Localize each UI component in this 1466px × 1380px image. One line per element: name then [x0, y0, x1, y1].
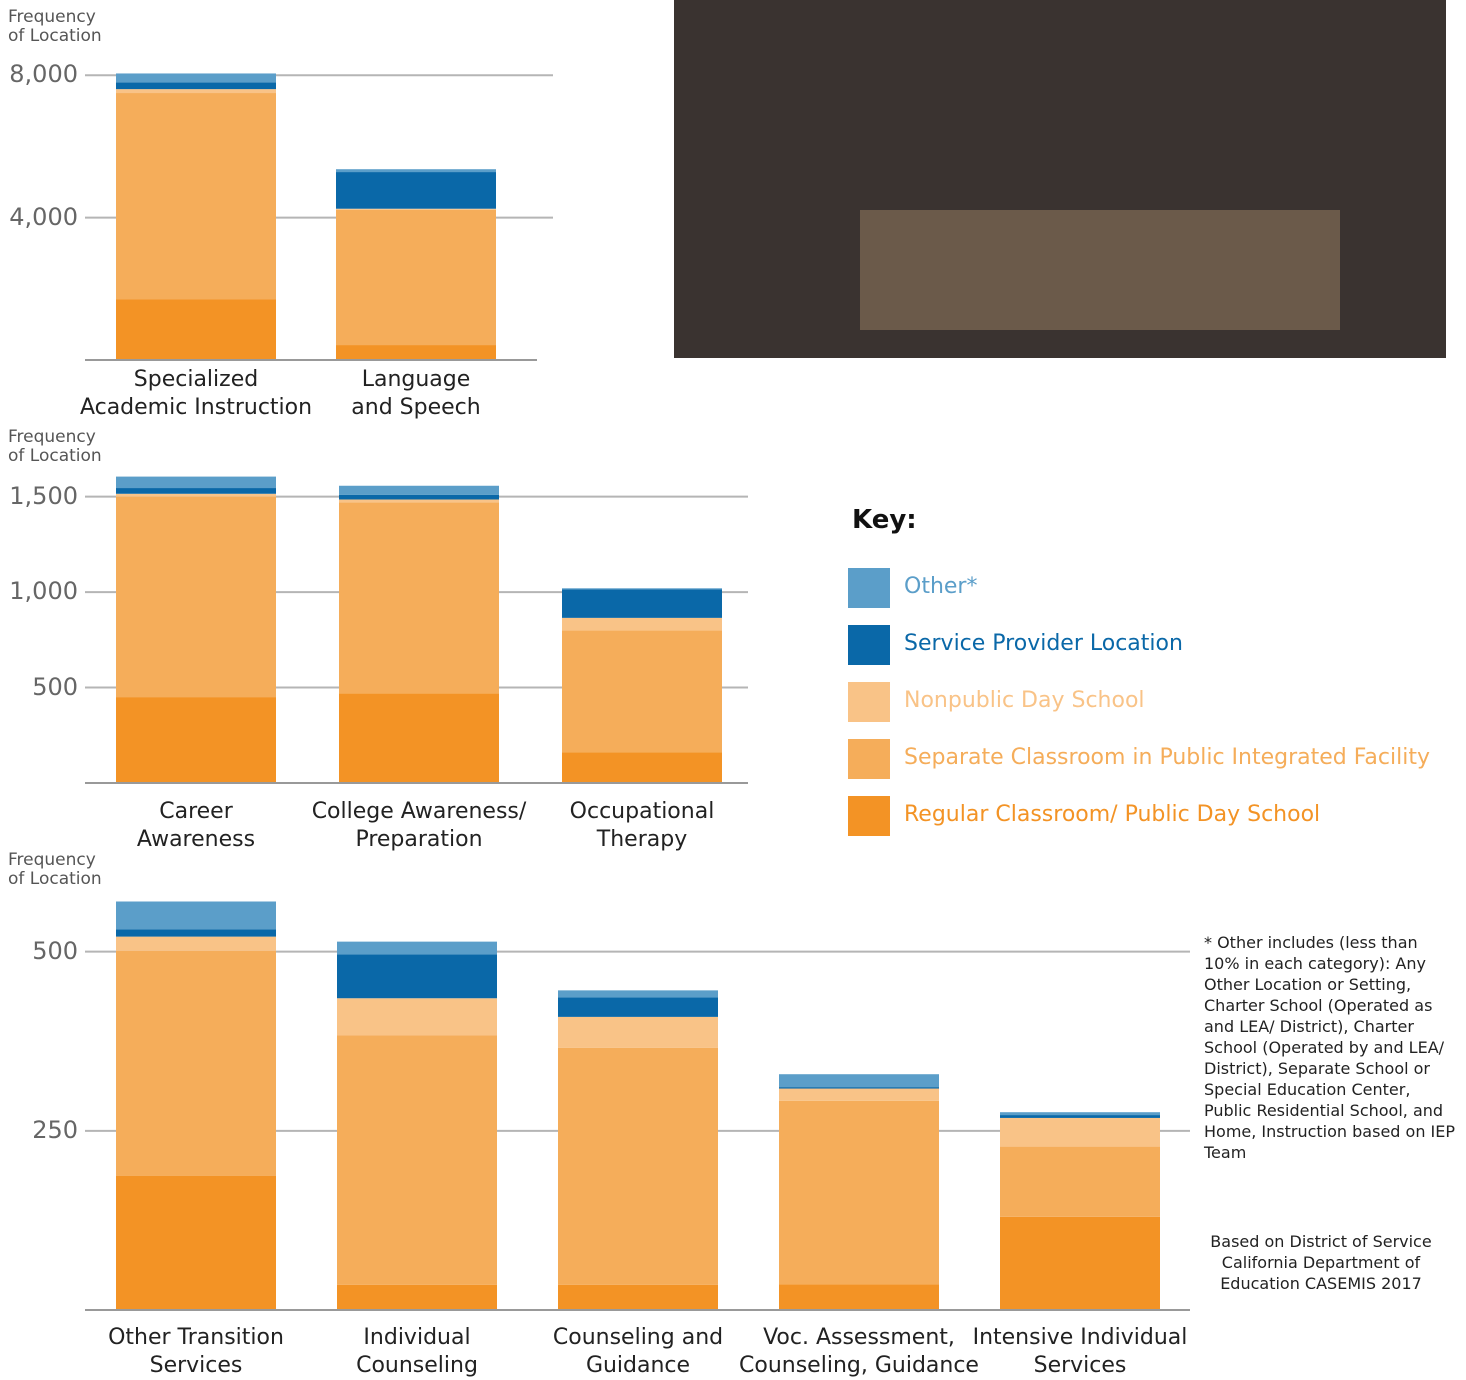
legend-swatch	[848, 682, 890, 722]
bar-segment	[558, 998, 718, 1017]
bar-segment	[337, 942, 497, 955]
chart-canvas	[0, 0, 1466, 1380]
bar-segment	[116, 937, 276, 951]
bar-segment	[116, 477, 276, 488]
bar-segment	[1000, 1112, 1160, 1115]
x-tick-label: Specialized Academic Instruction	[76, 366, 316, 422]
bar-segment	[779, 1087, 939, 1088]
bar-segment	[116, 299, 276, 360]
bar-segment	[337, 955, 497, 999]
y-axis-label: Frequency of Location	[8, 428, 102, 466]
bar-segment	[116, 93, 276, 299]
bar-segment	[1000, 1217, 1160, 1310]
x-tick-label: Counseling and Guidance	[518, 1324, 758, 1380]
legend-swatch	[848, 625, 890, 665]
x-tick-label: Other Transition Services	[76, 1324, 316, 1380]
legend-label: Other*	[904, 574, 977, 599]
bar-segment	[1000, 1147, 1160, 1217]
bar-segment	[336, 345, 496, 360]
bar-segment	[562, 630, 722, 752]
bar-segment	[116, 951, 276, 1176]
y-tick-label: 1,000	[8, 577, 78, 605]
bar-segment	[336, 172, 496, 209]
x-tick-label: Career Awareness	[76, 798, 316, 854]
bar-segment	[339, 693, 499, 783]
source: Based on District of Service California …	[1196, 1231, 1446, 1294]
bar-segment	[116, 929, 276, 936]
bar-segment	[1000, 1118, 1160, 1147]
bar-segment	[339, 502, 499, 693]
y-tick-label: 500	[8, 673, 78, 701]
bar-segment	[116, 89, 276, 93]
bar-segment	[116, 82, 276, 89]
x-tick-label: Voc. Assessment, Counseling, Guidance	[739, 1324, 979, 1380]
y-axis-label: Frequency of Location	[8, 8, 102, 46]
bar-segment	[337, 1036, 497, 1285]
bar-segment	[116, 494, 276, 497]
footnote: * Other includes (less than 10% in each …	[1204, 932, 1456, 1163]
y-tick-label: 250	[8, 1116, 78, 1144]
bar-segment	[779, 1284, 939, 1310]
bar-segment	[116, 73, 276, 82]
page: Key: * Other includes (less than 10% in …	[0, 0, 1466, 1380]
x-tick-label: College Awareness/ Preparation	[299, 798, 539, 854]
legend-swatch	[848, 568, 890, 608]
bar-segment	[779, 1074, 939, 1087]
y-tick-label: 1,500	[8, 482, 78, 510]
bar-segment	[558, 1017, 718, 1048]
x-tick-label: Intensive Individual Services	[960, 1324, 1200, 1380]
legend-swatch	[848, 796, 890, 836]
bar-segment	[116, 902, 276, 930]
bar-segment	[336, 209, 496, 210]
bar-segment	[558, 1048, 718, 1285]
y-tick-label: 8,000	[8, 60, 78, 88]
bar-segment	[339, 495, 499, 500]
x-tick-label: Individual Counseling	[297, 1324, 537, 1380]
legend-label: Nonpublic Day School	[904, 688, 1145, 713]
bar-segment	[337, 1285, 497, 1310]
x-tick-label: Language and Speech	[296, 366, 536, 422]
bar-segment	[116, 697, 276, 783]
bar-segment	[116, 1176, 276, 1310]
y-tick-label: 4,000	[8, 203, 78, 231]
bar-segment	[336, 210, 496, 345]
bar-segment	[337, 998, 497, 1035]
x-tick-label: Occupational Therapy	[522, 798, 762, 854]
bar-segment	[116, 488, 276, 494]
y-tick-label: 500	[8, 937, 78, 965]
bar-segment	[339, 486, 499, 495]
legend-label: Regular Classroom/ Public Day School	[904, 802, 1320, 827]
legend-swatch	[848, 739, 890, 779]
bar-segment	[779, 1089, 939, 1101]
legend-label: Separate Classroom in Public Integrated …	[904, 745, 1430, 770]
legend-label: Service Provider Location	[904, 631, 1183, 656]
bar-segment	[558, 1285, 718, 1310]
bar-segment	[1000, 1115, 1160, 1118]
bar-segment	[116, 497, 276, 697]
bar-segment	[562, 588, 722, 589]
bar-segment	[562, 589, 722, 618]
bar-segment	[779, 1101, 939, 1284]
bar-segment	[339, 500, 499, 503]
bar-segment	[562, 752, 722, 783]
bar-segment	[562, 618, 722, 630]
photo-table	[860, 210, 1340, 330]
legend-title: Key:	[852, 505, 917, 535]
y-axis-label: Frequency of Location	[8, 851, 102, 889]
bar-segment	[336, 169, 496, 172]
bar-segment	[558, 990, 718, 997]
